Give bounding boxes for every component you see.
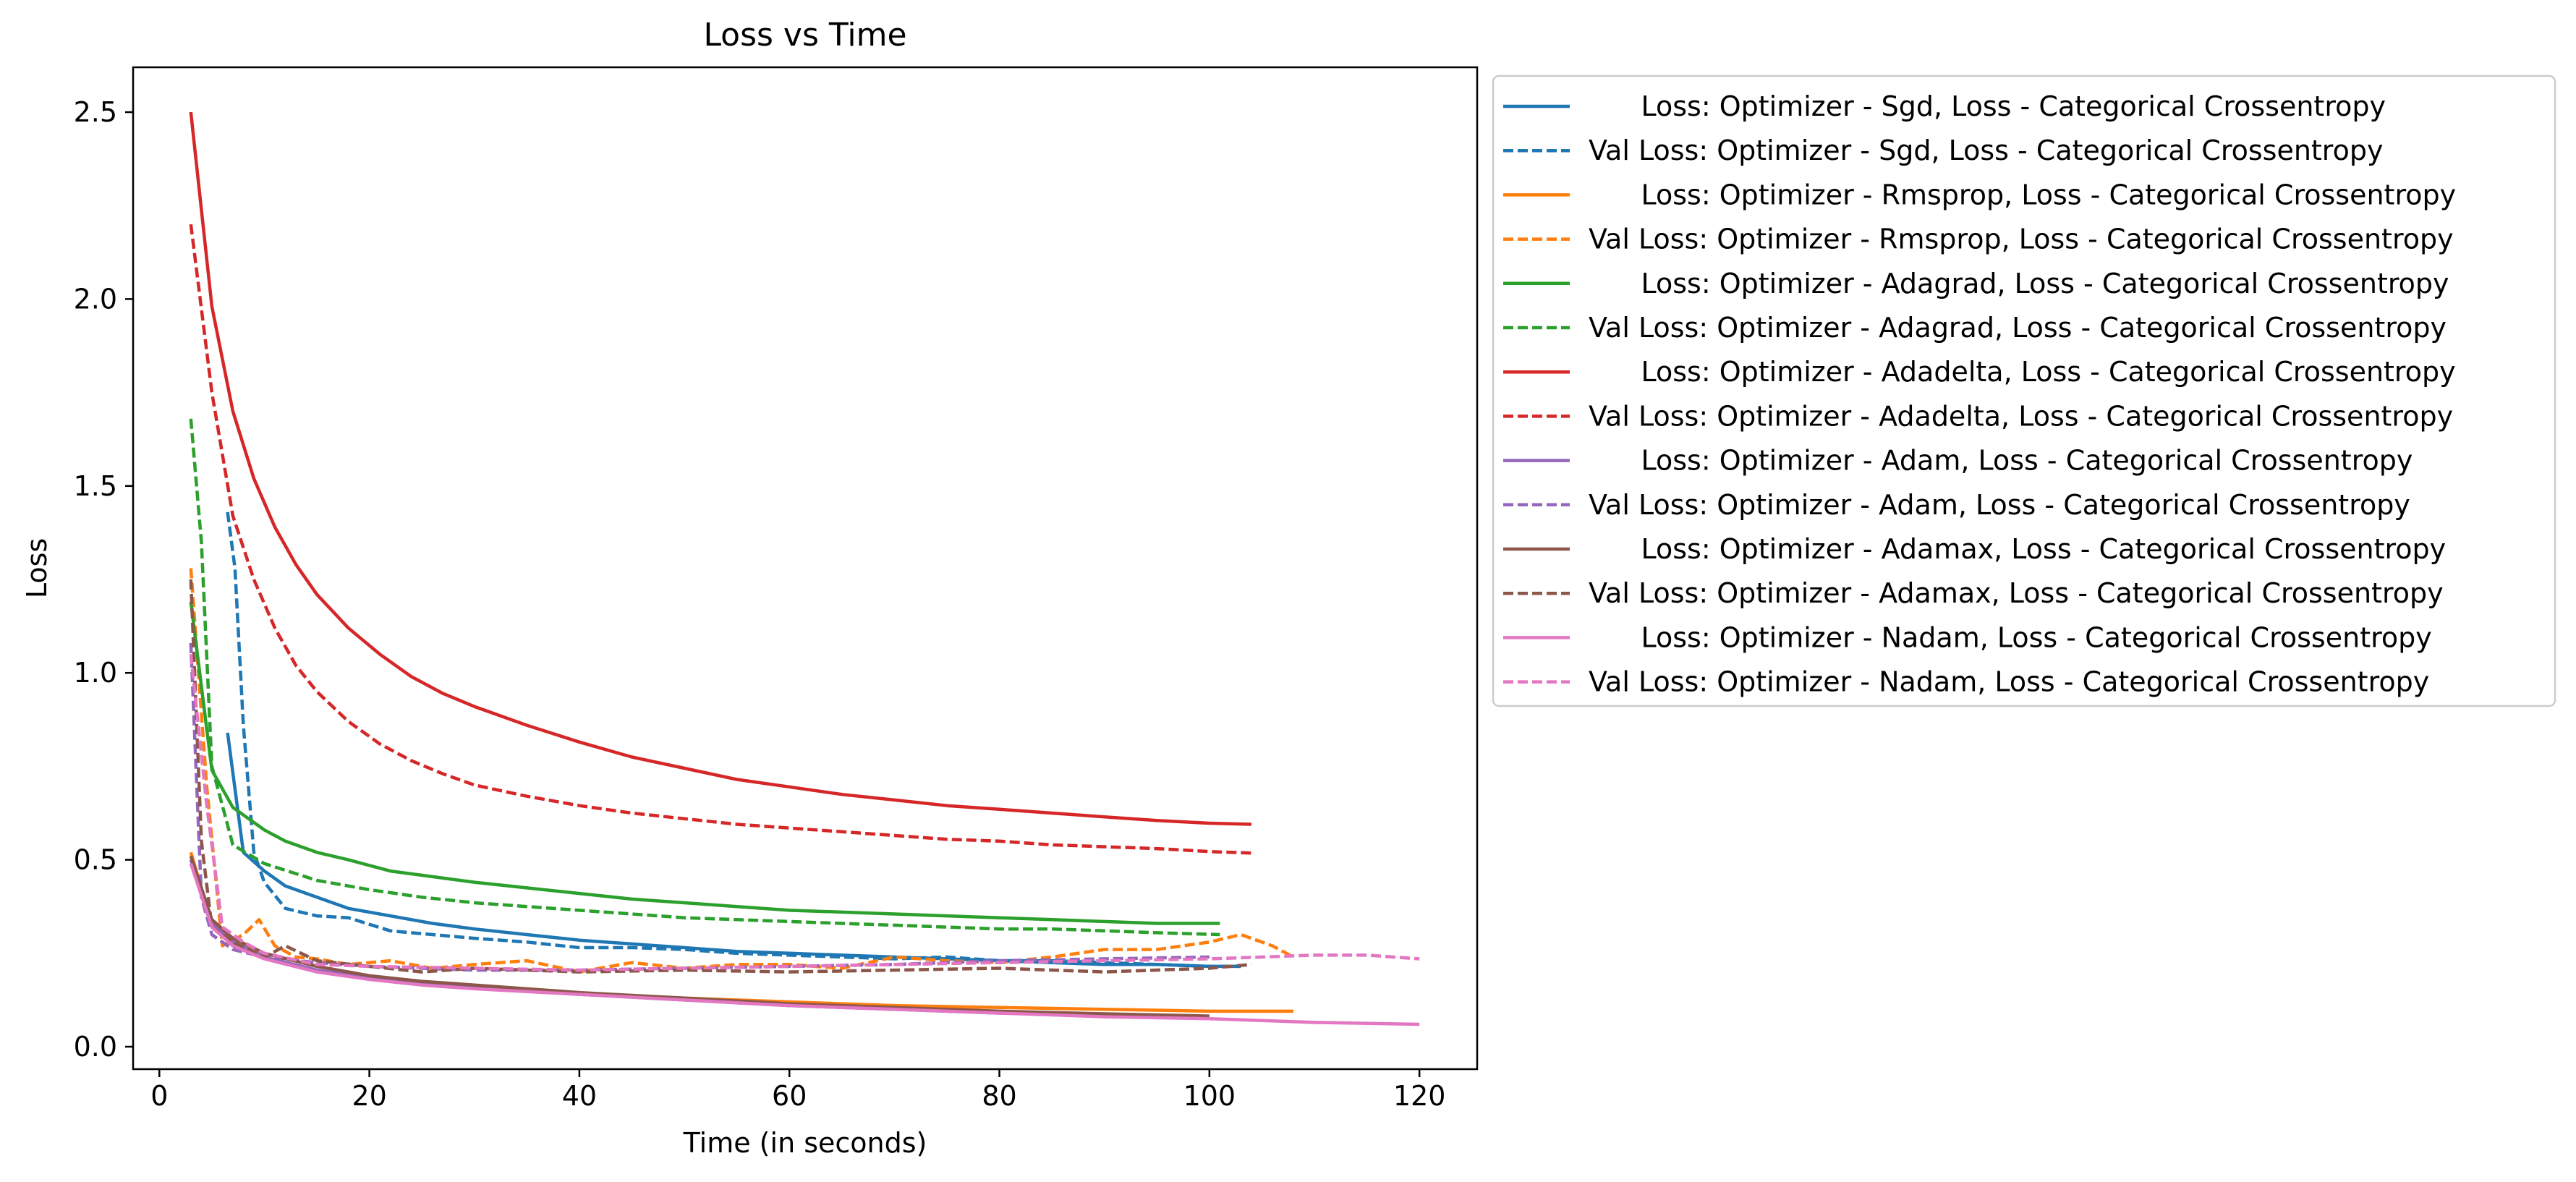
legend-label: Loss: Optimizer - Adam, Loss - Categoric… [1589, 445, 2413, 477]
plot-frame [132, 66, 1479, 1071]
legend: Loss: Optimizer - Sgd, Loss - Categorica… [1492, 75, 2556, 707]
legend-label: Loss: Optimizer - Sgd, Loss - Categorica… [1589, 90, 2386, 122]
x-axis-label: Time (in seconds) [683, 1127, 927, 1159]
series-line-14 [189, 654, 1420, 972]
legend-label: Loss: Optimizer - Adadelta, Loss - Categ… [1589, 356, 2456, 388]
x-tick-label: 40 [562, 1080, 597, 1112]
y-tick-label: 0.5 [74, 844, 117, 876]
legend-label: Val Loss: Optimizer - Adagrad, Loss - Ca… [1589, 312, 2447, 344]
legend-label: Val Loss: Optimizer - Adam, Loss - Categ… [1589, 489, 2410, 521]
y-tick-label: 1.0 [74, 657, 117, 689]
y-tick-label: 0.0 [74, 1031, 117, 1063]
x-tick-label: 100 [1183, 1080, 1236, 1112]
legend-label: Val Loss: Optimizer - Adamax, Loss - Cat… [1589, 577, 2444, 609]
axes: Loss vs Time Time (in seconds) Loss 0 20 4… [21, 17, 1479, 1159]
y-tick-label: 2.5 [74, 96, 117, 128]
series-line-12 [189, 579, 1252, 974]
x-tick-label: 120 [1393, 1080, 1446, 1112]
series-line-7 [189, 111, 1251, 826]
series-line-6 [189, 418, 1220, 937]
series-lines [189, 111, 1420, 1026]
legend-box [1492, 75, 2556, 707]
legend-label: Loss: Optimizer - Nadam, Loss - Categori… [1589, 621, 2432, 653]
legend-label: Loss: Optimizer - Adagrad, Loss - Catego… [1589, 268, 2449, 299]
series-line-8 [189, 224, 1251, 855]
series-line-4 [189, 568, 1295, 974]
series-line-9 [189, 859, 1210, 1019]
legend-label: Val Loss: Optimizer - Rmsprop, Loss - Ca… [1589, 224, 2454, 255]
series-line-2 [226, 511, 1241, 969]
plot-area [189, 111, 1420, 1026]
series-line-5 [189, 601, 1220, 925]
legend-label: Val Loss: Optimizer - Adadelta, Loss - C… [1589, 400, 2453, 432]
series-line-13 [189, 863, 1420, 1026]
legend-label: Loss: Optimizer - Rmsprop, Loss - Catego… [1589, 179, 2456, 211]
series-line-11 [189, 855, 1210, 1018]
legend-label: Val Loss: Optimizer - Nadam, Loss - Cate… [1589, 666, 2429, 698]
chart-title: Loss vs Time [703, 17, 906, 54]
x-tick-label: 80 [982, 1080, 1016, 1112]
legend-label: Val Loss: Optimizer - Sgd, Loss - Catego… [1589, 135, 2383, 166]
x-tick-label: 60 [772, 1080, 807, 1112]
y-tick-label: 2.0 [74, 283, 117, 315]
y-tick-label: 1.5 [74, 470, 117, 502]
y-axis-label: Loss [21, 538, 53, 598]
legend-label: Loss: Optimizer - Adamax, Loss - Categor… [1589, 533, 2446, 565]
x-tick-label: 20 [352, 1080, 386, 1112]
x-tick-label: 0 [150, 1080, 168, 1112]
